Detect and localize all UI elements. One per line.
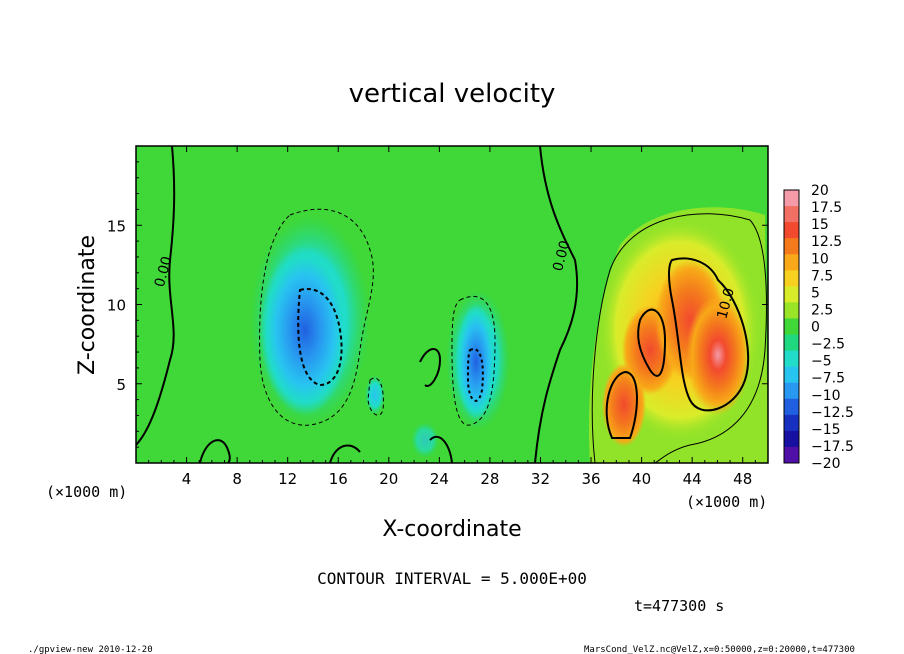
velocity-field [136,146,768,463]
colorbar-label: 0 [811,320,820,336]
colorbar-swatch [784,254,799,271]
time-text: t=477300 s [634,597,724,615]
colorbar-swatch [784,334,799,352]
colorbar-swatch [784,398,799,416]
x-axis-ticks: 4 8 12 16 20 24 28 32 36 40 44 48 [148,146,756,488]
colorbar-label: 7.5 [811,268,833,284]
x-tick-label: 8 [232,470,242,488]
colorbar-swatch [784,350,799,368]
colorbar-label: −7.5 [811,371,845,387]
colorbar [783,189,800,464]
x-tick-label: 36 [581,470,600,488]
colorbar-label: 2.5 [811,302,833,318]
colorbar-label: 15 [811,217,829,233]
contour-interval-text: CONTOUR INTERVAL = 5.000E+00 [317,569,587,588]
colorbar-swatch [784,318,799,336]
footer-left: ./gpview-new 2010-12-20 [28,645,153,654]
colorbar-swatch [784,270,799,287]
y-axis-ticks: 5 10 15 [107,161,768,448]
x-axis-label: X-coordinate [382,517,521,542]
colorbar-label: −15 [811,422,841,438]
colorbar-swatch [784,238,799,255]
x-tick-label: 20 [379,470,398,488]
colorbar-frame [783,189,800,464]
colorbar-swatch [784,190,799,207]
x-tick-label: 32 [531,470,550,488]
colorbar-label: 20 [811,183,829,199]
colorbar-label: 12.5 [811,234,842,250]
colorbar-label: −17.5 [811,439,854,455]
contour-label: 10.0 [714,286,738,320]
downdraft-left [260,245,350,415]
colorbar-label: −20 [811,456,841,472]
contour-label: 0.00 [550,239,574,273]
colorbar-label: −10 [811,388,841,404]
colorbar-swatch [784,222,799,239]
updraft-peak [686,295,750,415]
colorbar-swatch [784,446,799,464]
x-tick-label: 16 [329,470,348,488]
x-tick-label: 12 [278,470,297,488]
downdraft-right [456,304,496,420]
x-tick-label: 44 [683,470,702,488]
colorbar-swatch [784,366,799,384]
contour-labels: 0.00 0.00 10.0 [152,239,738,321]
y-tick-label: 15 [107,217,126,235]
colorbar-label: 17.5 [811,200,842,216]
colorbar-label: −5 [811,354,832,370]
colorbar-swatch [784,286,799,303]
colorbar-swatch [784,414,799,432]
colorbar-swatch [784,430,799,448]
contour-zero-right [534,146,579,463]
colorbar-swatch [784,382,799,400]
colorbar-label: 10 [811,251,829,267]
y-tick-label: 5 [116,376,126,394]
contour-zero-left [136,146,176,446]
x-unit-left: (×1000 m) [46,483,127,501]
x-tick-label: 4 [182,470,192,488]
y-tick-label: 10 [107,297,126,315]
footer-right: MarsCond_VelZ.nc@VelZ,x=0:50000,z=0:2000… [584,645,855,654]
x-tick-label: 40 [632,470,651,488]
colorbar-swatch [784,206,799,223]
x-unit-right: (×1000 m) [686,493,767,511]
x-tick-label: 28 [480,470,499,488]
x-tick-label: 48 [733,470,752,488]
contour-label: 0.00 [152,255,176,289]
chart-title: vertical velocity [349,79,556,109]
x-tick-label: 24 [430,470,449,488]
colorbar-label: −2.5 [811,337,845,353]
colorbar-swatch [784,302,799,319]
colorbar-label: −12.5 [811,405,854,421]
contour-ten [605,370,638,439]
y-axis-label: Z-coordinate [75,235,100,375]
colorbar-label: 5 [811,285,820,301]
